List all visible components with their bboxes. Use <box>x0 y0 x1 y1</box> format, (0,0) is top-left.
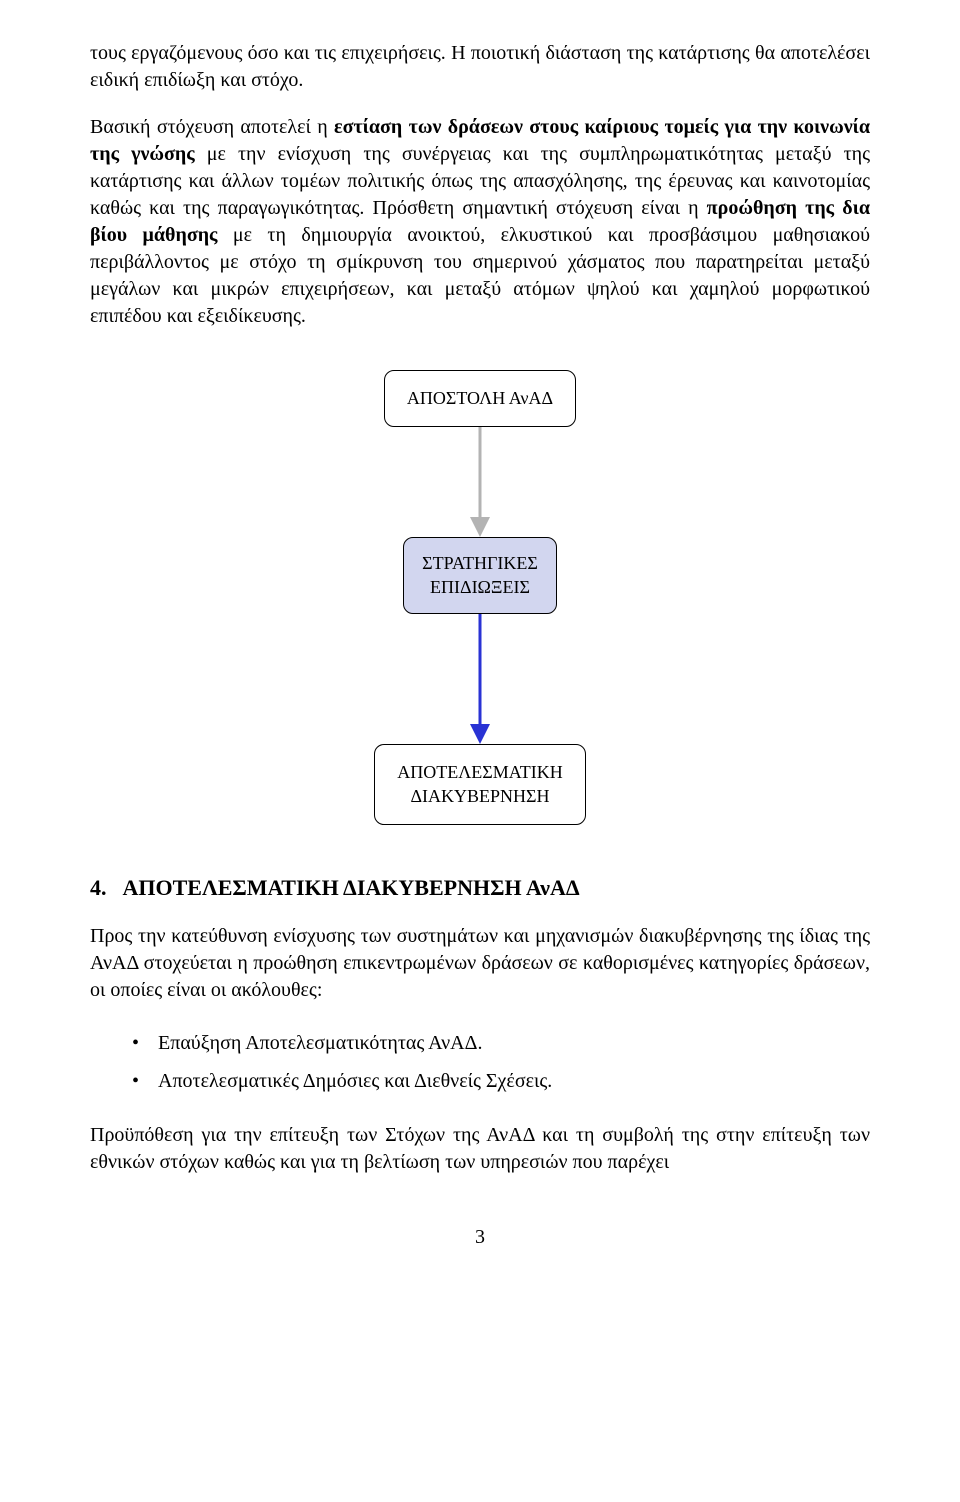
node-label-line1: ΑΠΟΤΕΛΕΣΜΑΤΙΚΗ <box>397 762 563 782</box>
paragraph-intro-governance: Προς την κατεύθυνση ενίσχυσης των συστημ… <box>90 923 870 1004</box>
node-label-line1: ΣΤΡΑΤΗΓΙΚΕΣ <box>422 553 538 573</box>
diagram-node-mission: ΑΠΟΣΤΟΛΗ ΑνΑΔ <box>384 370 576 427</box>
arrow-down-icon <box>460 427 500 537</box>
section-heading: 4. ΑΠΟΤΕΛΕΣΜΑΤΙΚΗ ΔΙΑΚΥΒΕΡΝΗΣΗ ΑνΑΔ <box>90 875 870 901</box>
flow-diagram: ΑΠΟΣΤΟΛΗ ΑνΑΔ ΣΤΡΑΤΗΓΙΚΕΣ ΕΠΙΔΙΩΞΕΙΣ ΑΠΟ… <box>90 370 870 825</box>
paragraph-continuation: τους εργαζόμενους όσο και τις επιχειρήσε… <box>90 40 870 94</box>
node-label: ΑΠΟΣΤΟΛΗ ΑνΑΔ <box>407 388 553 408</box>
paragraph-main: Βασική στόχευση αποτελεί η εστίαση των δ… <box>90 114 870 330</box>
list-item: Αποτελεσματικές Δημόσιες και Διεθνείς Σχ… <box>132 1062 870 1100</box>
node-label-line2: ΕΠΙΔΙΩΞΕΙΣ <box>430 577 530 597</box>
diagram-node-strategic: ΣΤΡΑΤΗΓΙΚΕΣ ΕΠΙΔΙΩΞΕΙΣ <box>403 537 557 614</box>
diagram-node-governance: ΑΠΟΤΕΛΕΣΜΑΤΙΚΗ ΔΙΑΚΥΒΕΡΝΗΣΗ <box>374 744 586 825</box>
page-number: 3 <box>90 1226 870 1249</box>
arrow-down-icon <box>460 614 500 744</box>
bullet-list: Επαύξηση Αποτελεσματικότητας ΑνΑΔ. Αποτε… <box>132 1024 870 1100</box>
heading-text: ΑΠΟΤΕΛΕΣΜΑΤΙΚΗ ΔΙΑΚΥΒΕΡΝΗΣΗ ΑνΑΔ <box>123 875 580 900</box>
node-label-line2: ΔΙΑΚΥΒΕΡΝΗΣΗ <box>410 786 549 806</box>
paragraph-closing: Προϋπόθεση για την επίτευξη των Στόχων τ… <box>90 1122 870 1176</box>
text-segment: Βασική στόχευση αποτελεί η <box>90 116 334 138</box>
list-item: Επαύξηση Αποτελεσματικότητας ΑνΑΔ. <box>132 1024 870 1062</box>
heading-number: 4. <box>90 875 107 901</box>
